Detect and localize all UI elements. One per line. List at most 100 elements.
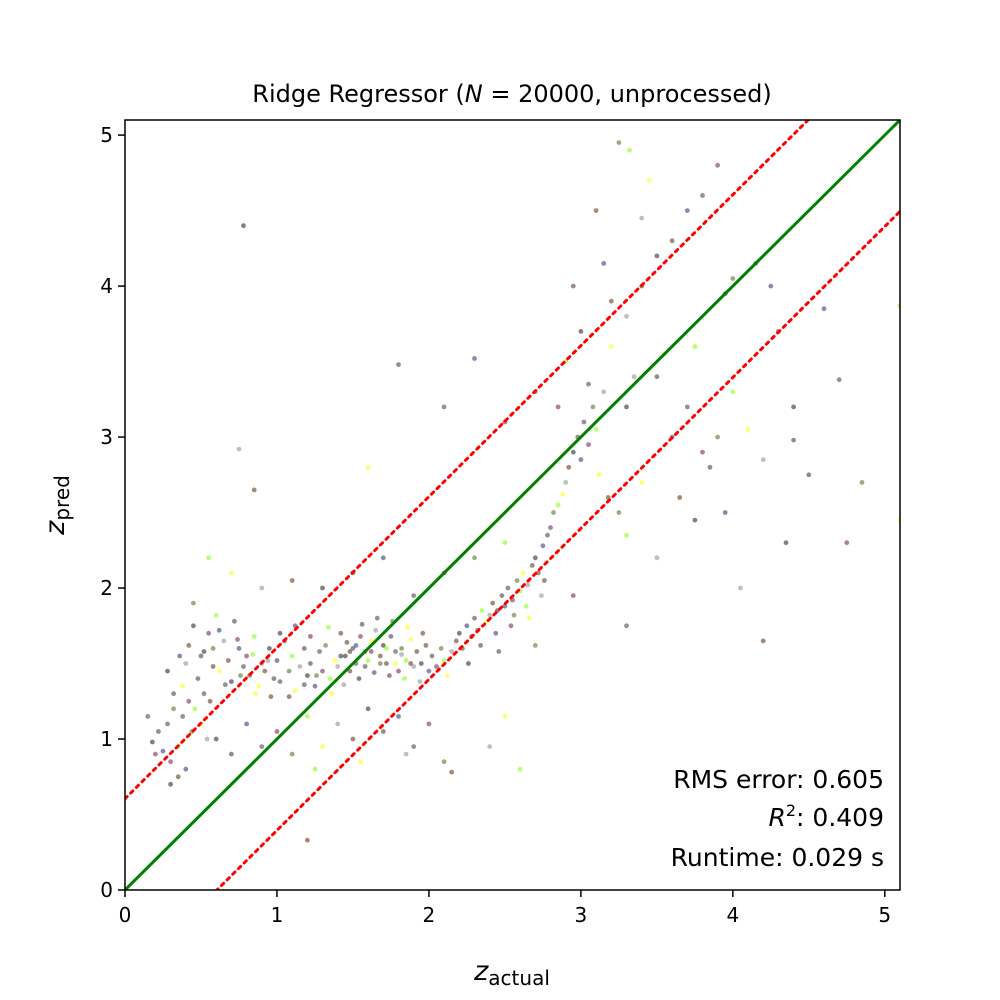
data-point <box>608 344 614 349</box>
data-point <box>487 744 493 749</box>
data-point <box>601 261 607 266</box>
data-point <box>335 721 341 727</box>
data-point <box>722 510 728 515</box>
y-tick-label: 4 <box>100 274 113 298</box>
data-point <box>358 634 363 639</box>
data-point <box>145 714 151 719</box>
data-point <box>206 555 212 561</box>
data-point <box>563 480 569 485</box>
data-point <box>396 668 401 674</box>
data-point <box>654 253 660 259</box>
data-point <box>384 661 389 666</box>
data-point <box>791 404 796 410</box>
data-point <box>487 612 493 618</box>
data-point <box>684 404 690 410</box>
data-point <box>434 664 439 669</box>
data-point <box>232 618 237 624</box>
data-point <box>540 543 546 549</box>
data-point <box>186 643 192 648</box>
data-point <box>414 649 420 654</box>
data-point <box>730 276 736 281</box>
data-point <box>341 682 347 688</box>
data-point <box>396 714 401 719</box>
data-point <box>511 612 517 618</box>
data-point <box>408 637 414 642</box>
data-point <box>479 608 485 614</box>
data-point <box>403 751 409 757</box>
data-point <box>532 643 538 648</box>
data-point <box>191 600 196 606</box>
data-point <box>244 721 250 727</box>
data-point <box>380 643 386 648</box>
data-point <box>478 643 483 648</box>
data-point <box>168 759 174 765</box>
data-point <box>171 706 177 712</box>
data-point <box>259 585 265 591</box>
data-point <box>267 646 272 651</box>
data-point <box>289 653 295 659</box>
data-point <box>229 679 234 684</box>
chart-title: Ridge Regressor (N = 20000, unprocessed) <box>252 80 771 108</box>
data-point <box>596 472 602 478</box>
data-point <box>593 427 599 432</box>
data-point <box>362 664 368 669</box>
data-point <box>286 694 292 700</box>
data-point <box>171 691 177 697</box>
data-point <box>301 682 307 688</box>
data-point <box>229 751 234 757</box>
data-point <box>259 744 265 749</box>
data-point <box>429 653 435 659</box>
data-point <box>464 623 470 629</box>
data-point <box>551 510 556 515</box>
reference-lines <box>125 120 900 890</box>
data-point <box>221 638 227 644</box>
data-point <box>251 634 257 639</box>
data-point <box>201 649 207 654</box>
x-axis-label: zactual <box>473 956 550 990</box>
data-point <box>525 582 531 588</box>
data-point <box>624 532 629 538</box>
data-point <box>393 661 398 666</box>
data-point <box>323 643 328 648</box>
data-point <box>373 627 379 633</box>
data-point <box>490 600 496 606</box>
data-point <box>207 698 213 704</box>
data-point <box>350 646 356 651</box>
data-point <box>730 389 736 395</box>
data-point <box>844 540 850 546</box>
data-point <box>411 664 417 669</box>
data-point <box>396 362 401 367</box>
data-point <box>356 676 362 681</box>
data-point <box>520 570 526 576</box>
data-point <box>329 691 335 697</box>
data-point <box>514 578 520 583</box>
data-point <box>368 649 374 654</box>
data-point <box>229 570 234 576</box>
data-point <box>251 487 257 493</box>
data-point <box>292 688 298 694</box>
data-point <box>365 706 371 712</box>
data-point <box>806 472 812 478</box>
data-point <box>566 464 572 470</box>
data-point <box>241 664 246 669</box>
data-point <box>453 638 459 644</box>
data-point <box>859 480 865 485</box>
data-point <box>165 668 170 674</box>
data-point <box>624 313 629 319</box>
data-point <box>222 682 228 688</box>
data-point <box>760 457 766 463</box>
data-point <box>402 676 407 681</box>
data-point <box>156 729 161 734</box>
upper-bound-line <box>125 120 811 801</box>
data-point <box>327 676 333 681</box>
data-point <box>320 668 325 674</box>
data-point <box>441 404 447 410</box>
data-point <box>301 646 307 651</box>
data-point <box>624 623 629 629</box>
x-tick-label: 4 <box>726 903 739 927</box>
data-point <box>684 208 690 214</box>
data-point <box>715 162 720 168</box>
data-point <box>320 744 325 749</box>
data-point <box>441 658 447 663</box>
data-point <box>417 679 423 684</box>
